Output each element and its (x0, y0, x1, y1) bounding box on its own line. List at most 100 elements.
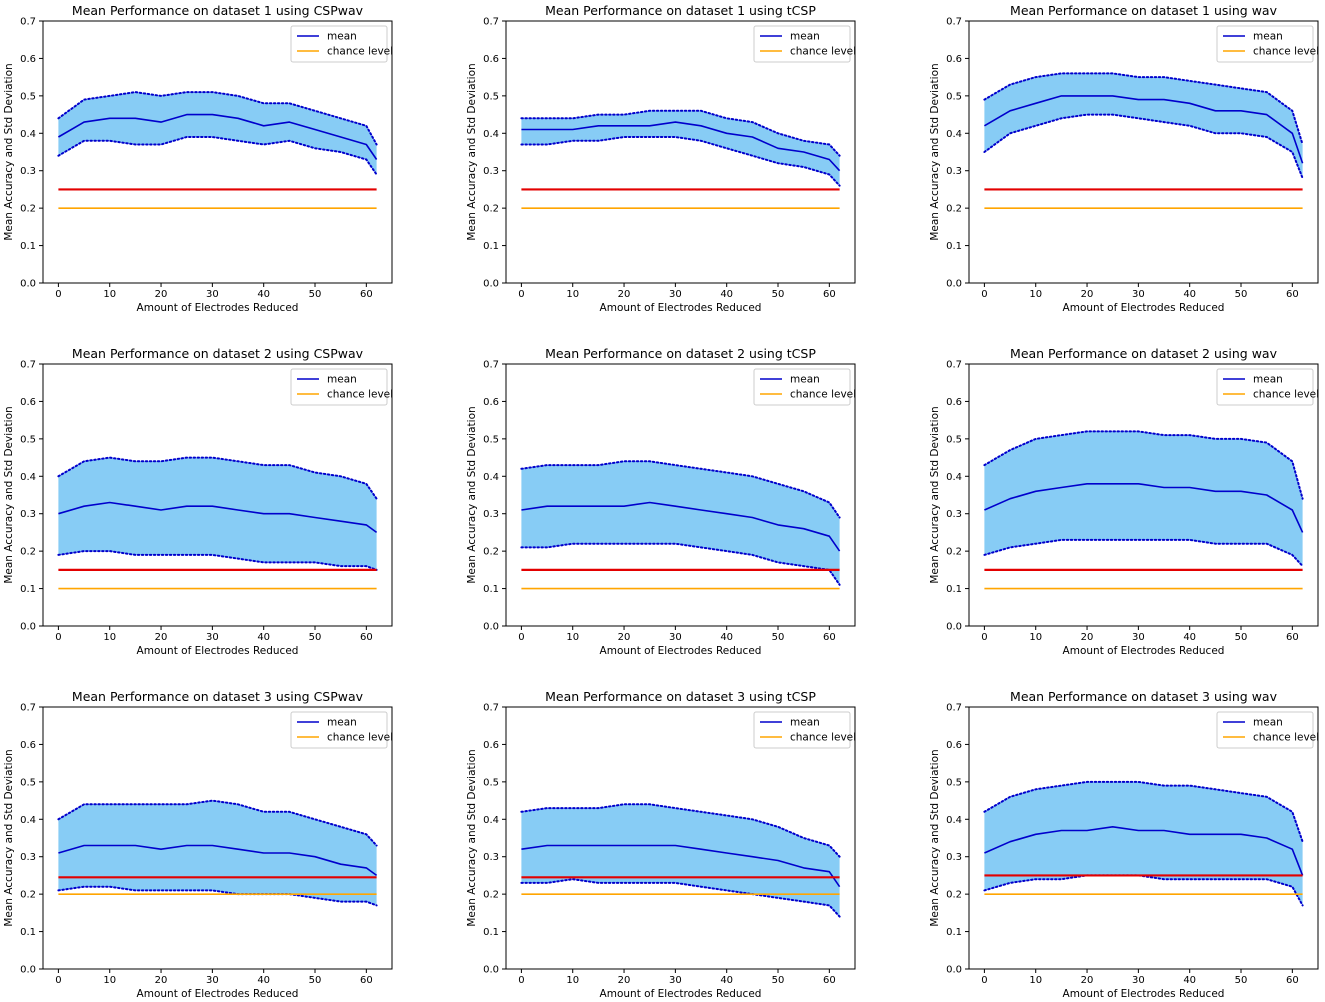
legend-label: mean (1253, 31, 1283, 43)
std-band (984, 781, 1303, 906)
x-axis-label: Amount of Electrodes Reduced (600, 302, 762, 314)
y-tick-label: 0.5 (20, 777, 36, 788)
y-tick-label: 0.0 (20, 279, 36, 290)
y-tick-label: 0.7 (20, 360, 36, 371)
legend-label: mean (327, 31, 357, 43)
y-tick-label: 0.7 (483, 703, 499, 714)
y-tick-label: 0.6 (20, 397, 36, 408)
std-band (58, 92, 377, 175)
axes-frame (505, 20, 856, 284)
y-tick-label: 0.4 (20, 815, 36, 826)
std-upper-line (983, 72, 1304, 146)
axes-frame (968, 20, 1319, 284)
y-tick-label: 0.4 (483, 472, 499, 483)
y-tick-label: 0.5 (20, 91, 36, 102)
y-tick-label: 0.0 (483, 965, 499, 976)
mean-line (58, 501, 378, 534)
y-tick-label: 0.4 (946, 129, 962, 140)
y-tick-label: 0.3 (483, 852, 499, 863)
y-tick-label: 0.5 (483, 434, 499, 445)
y-tick-label: 0.6 (20, 54, 36, 65)
legend-box (1216, 25, 1314, 63)
y-tick-label: 0.7 (483, 360, 499, 371)
y-tick-label: 0.1 (20, 927, 36, 938)
y-tick-label: 0.2 (20, 204, 36, 215)
chart-title: Mean Performance on dataset 2 using wav (1010, 346, 1278, 361)
chart-title: Mean Performance on dataset 3 using wav (1010, 689, 1278, 704)
y-tick-label: 0.4 (483, 815, 499, 826)
chart-title: Mean Performance on dataset 2 using tCSP (545, 346, 816, 361)
chart-title: Mean Performance on dataset 1 using CSPw… (72, 3, 364, 18)
legend-label: mean (1253, 374, 1283, 386)
legend: mean chance level (753, 711, 856, 749)
legend: mean chance level (753, 25, 856, 63)
legend: mean chance level (290, 368, 393, 406)
chart-panel-4: 0 10 20 30 40 50 60 0.0 0.1 0.2 0.3 0.4 0.5 0.6 0.7 Mea… (3, 346, 393, 657)
y-tick-label: 0.4 (20, 472, 36, 483)
y-axis-label: Mean Accuracy and Std Deviation (466, 63, 478, 240)
axes-frame (505, 363, 856, 627)
x-tick-label: 50 (1235, 975, 1248, 986)
x-tick-label: 40 (720, 632, 733, 643)
chart-title: Mean Performance on dataset 1 using wav (1010, 3, 1278, 18)
y-axis-label: Mean Accuracy and Std Deviation (466, 749, 478, 926)
legend-box (753, 368, 851, 406)
x-tick-label: 50 (309, 975, 322, 986)
x-tick-label: 60 (360, 289, 373, 300)
chart-panel-5: 0 10 20 30 40 50 60 0.0 0.1 0.2 0.3 0.4 0.5 0.6 0.7 Mea… (466, 346, 856, 657)
x-tick-label: 20 (618, 975, 631, 986)
x-tick-label: 30 (669, 289, 682, 300)
x-tick-label: 30 (206, 289, 219, 300)
y-tick-label: 0.0 (946, 622, 962, 633)
y-axis-label: Mean Accuracy and Std Deviation (929, 406, 941, 583)
legend-label: chance level (1253, 46, 1319, 58)
y-tick-label: 0.3 (483, 509, 499, 520)
mean-line (984, 825, 1304, 876)
legend-label: chance level (1253, 389, 1319, 401)
y-tick-label: 0.5 (946, 91, 962, 102)
y-tick-label: 0.7 (20, 17, 36, 28)
legend-label: mean (790, 374, 820, 386)
x-tick-label: 60 (1286, 632, 1299, 643)
y-tick-label: 0.3 (20, 166, 36, 177)
y-tick-label: 0.0 (20, 965, 36, 976)
y-tick-label: 0.5 (483, 777, 499, 788)
legend-box (753, 711, 851, 749)
y-tick-label: 0.1 (483, 584, 499, 595)
x-tick-label: 50 (772, 289, 785, 300)
y-tick-label: 0.0 (483, 279, 499, 290)
x-tick-label: 30 (206, 975, 219, 986)
x-axis-label: Amount of Electrodes Reduced (600, 988, 762, 1000)
y-axis-label: Mean Accuracy and Std Deviation (3, 63, 15, 240)
x-tick-label: 0 (981, 289, 987, 300)
x-axis-label: Amount of Electrodes Reduced (600, 645, 762, 657)
x-axis-label: Amount of Electrodes Reduced (1063, 988, 1225, 1000)
y-tick-label: 0.1 (20, 584, 36, 595)
x-tick-label: 60 (823, 632, 836, 643)
x-tick-label: 20 (1081, 975, 1094, 986)
chart-title: Mean Performance on dataset 2 using CSPw… (72, 346, 364, 361)
x-tick-label: 50 (309, 289, 322, 300)
y-tick-label: 0.3 (946, 166, 962, 177)
mean-line (521, 501, 841, 552)
x-tick-label: 40 (1183, 632, 1196, 643)
x-tick-label: 0 (981, 975, 987, 986)
y-tick-label: 0.1 (946, 927, 962, 938)
legend-box (1216, 368, 1314, 406)
x-tick-label: 30 (1132, 289, 1145, 300)
chart-panel-2: 0 10 20 30 40 50 60 0.0 0.1 0.2 0.3 0.4 0.5 0.6 0.7 Mea… (466, 3, 856, 314)
y-tick-label: 0.4 (946, 472, 962, 483)
x-tick-label: 30 (669, 975, 682, 986)
y-tick-label: 0.3 (946, 852, 962, 863)
legend-label: chance level (790, 732, 856, 744)
y-tick-label: 0.1 (946, 584, 962, 595)
std-band (521, 461, 840, 585)
mean-line (521, 121, 841, 172)
chart-title: Mean Performance on dataset 3 using tCSP (545, 689, 816, 704)
y-tick-label: 0.0 (946, 279, 962, 290)
legend-label: mean (1253, 717, 1283, 729)
x-tick-label: 10 (103, 289, 116, 300)
y-tick-label: 0.2 (483, 204, 499, 215)
y-tick-label: 0.4 (20, 129, 36, 140)
x-tick-label: 10 (1029, 632, 1042, 643)
